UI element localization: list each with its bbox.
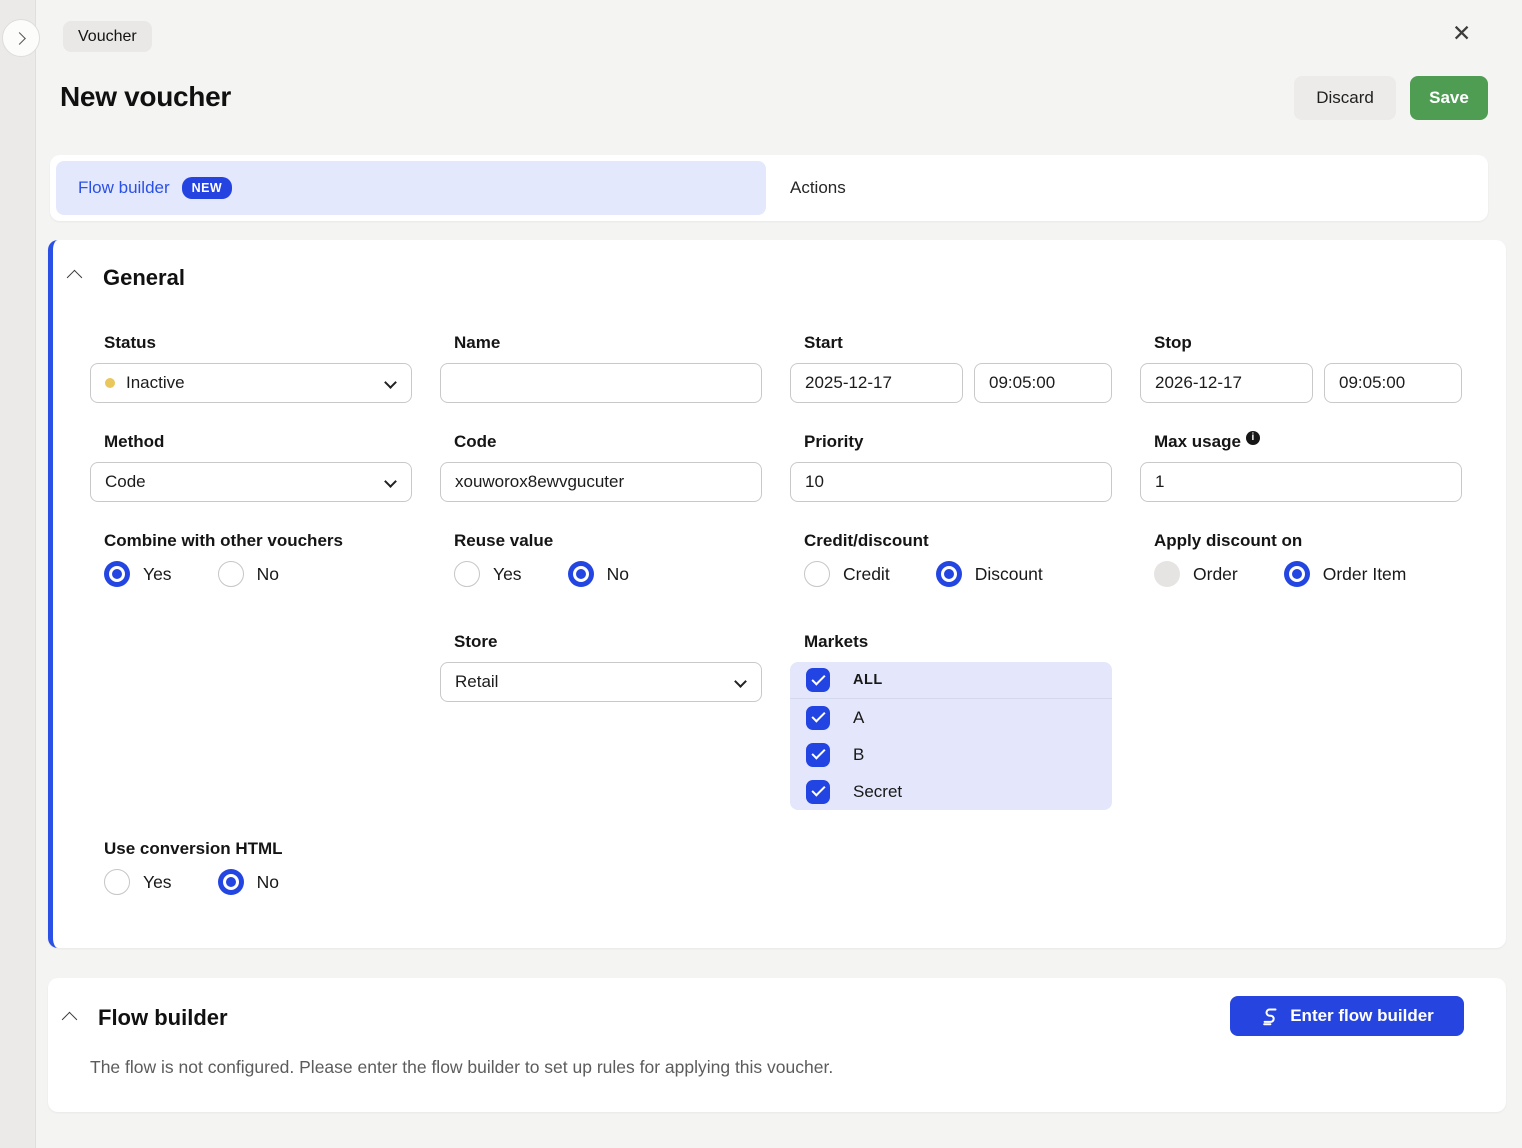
combine-option-no[interactable]: No xyxy=(217,561,279,587)
stop-label: Stop xyxy=(1154,333,1192,352)
combine-label: Combine with other vouchers xyxy=(104,531,343,550)
radio-selected-icon xyxy=(567,561,594,587)
reuse-option-no[interactable]: No xyxy=(567,561,629,587)
discount-option[interactable]: Discount xyxy=(935,561,1043,587)
start-date-input[interactable] xyxy=(790,363,963,403)
tab-actions-label: Actions xyxy=(790,178,846,197)
status-label: Status xyxy=(104,333,156,352)
collapse-flow-builder-icon[interactable] xyxy=(61,1011,78,1028)
method-select[interactable]: Code xyxy=(90,462,412,502)
status-dot-icon xyxy=(105,378,115,388)
code-label: Code xyxy=(454,432,497,451)
radio-unselected-icon xyxy=(104,869,130,895)
radio-unselected-icon xyxy=(217,561,244,587)
start-time-input[interactable] xyxy=(974,363,1112,403)
reuse-value-label: Reuse value xyxy=(454,531,554,550)
stop-date-input[interactable] xyxy=(1140,363,1313,403)
apply-on-order-option[interactable]: Order xyxy=(1154,561,1238,587)
status-select[interactable]: Inactive xyxy=(90,363,412,403)
market-option-all[interactable]: ALL xyxy=(790,662,1112,699)
markets-panel: ALL A B Secret xyxy=(790,662,1112,810)
name-label: Name xyxy=(454,333,501,352)
conversion-option-yes[interactable]: Yes xyxy=(104,869,172,895)
save-button[interactable]: Save xyxy=(1410,76,1488,120)
radio-selected-icon xyxy=(935,561,962,587)
checkbox-checked-icon xyxy=(806,705,830,730)
store-label: Store xyxy=(454,632,498,651)
method-label: Method xyxy=(104,432,165,451)
chevron-down-icon xyxy=(384,475,397,488)
use-conversion-html-label: Use conversion HTML xyxy=(104,839,283,858)
chevron-down-icon xyxy=(384,376,397,389)
checkbox-checked-icon xyxy=(806,668,830,692)
expand-sidebar-button[interactable] xyxy=(2,19,40,57)
radio-disabled-icon xyxy=(1154,561,1180,587)
tab-flow-builder[interactable]: Flow builder NEW xyxy=(56,161,766,215)
name-input[interactable] xyxy=(440,363,762,403)
market-option-secret[interactable]: Secret xyxy=(790,773,1112,810)
checkbox-checked-icon xyxy=(806,779,830,804)
conversion-option-no[interactable]: No xyxy=(217,869,279,895)
priority-label: Priority xyxy=(804,432,864,451)
priority-input[interactable] xyxy=(790,462,1112,502)
new-badge: NEW xyxy=(181,177,233,199)
breadcrumb: Voucher xyxy=(63,21,152,52)
chevron-right-icon xyxy=(13,31,26,45)
tab-flow-builder-label: Flow builder xyxy=(78,178,170,197)
discard-button[interactable]: Discard xyxy=(1294,76,1396,120)
status-value: Inactive xyxy=(126,373,185,392)
max-usage-input[interactable] xyxy=(1140,462,1462,502)
markets-label: Markets xyxy=(804,632,869,651)
market-option-a[interactable]: A xyxy=(790,699,1112,736)
flow-builder-section-title: Flow builder xyxy=(98,1005,228,1030)
max-usage-label: Max usage i xyxy=(1154,431,1462,453)
credit-discount-label: Credit/discount xyxy=(804,531,929,550)
method-value: Code xyxy=(105,472,146,491)
general-section: General Status Inactive Name Start Stop … xyxy=(48,240,1506,948)
radio-selected-icon xyxy=(1283,561,1310,587)
stop-time-input[interactable] xyxy=(1324,363,1462,403)
checkbox-checked-icon xyxy=(806,742,830,767)
collapse-general-icon[interactable] xyxy=(66,269,83,286)
close-icon[interactable]: ✕ xyxy=(1452,20,1472,46)
market-option-b[interactable]: B xyxy=(790,736,1112,773)
credit-option[interactable]: Credit xyxy=(804,561,890,587)
reuse-option-yes[interactable]: Yes xyxy=(454,561,522,587)
info-icon[interactable]: i xyxy=(1245,431,1260,445)
flow-icon xyxy=(1263,1008,1277,1026)
tab-actions[interactable]: Actions xyxy=(766,161,870,215)
enter-flow-builder-button[interactable]: Enter flow builder xyxy=(1230,996,1464,1036)
general-section-title: General xyxy=(103,265,185,290)
tab-bar: Flow builder NEW Actions xyxy=(50,155,1488,221)
radio-unselected-icon xyxy=(804,561,830,587)
collapsed-sidebar-rail xyxy=(0,0,36,1148)
apply-on-order-item-option[interactable]: Order Item xyxy=(1283,561,1406,587)
radio-selected-icon xyxy=(104,561,130,587)
page-title: New voucher xyxy=(60,81,231,112)
radio-selected-icon xyxy=(217,869,244,895)
flow-builder-section: Flow builder Enter flow builder The flow… xyxy=(48,978,1506,1112)
code-input[interactable] xyxy=(440,462,762,502)
radio-unselected-icon xyxy=(454,561,480,587)
store-select[interactable]: Retail xyxy=(440,662,762,702)
apply-discount-on-label: Apply discount on xyxy=(1154,531,1303,550)
store-value: Retail xyxy=(455,672,499,691)
start-label: Start xyxy=(804,333,843,352)
flow-builder-message: The flow is not configured. Please enter… xyxy=(90,1057,834,1077)
chevron-down-icon xyxy=(734,675,747,688)
combine-option-yes[interactable]: Yes xyxy=(104,561,172,587)
